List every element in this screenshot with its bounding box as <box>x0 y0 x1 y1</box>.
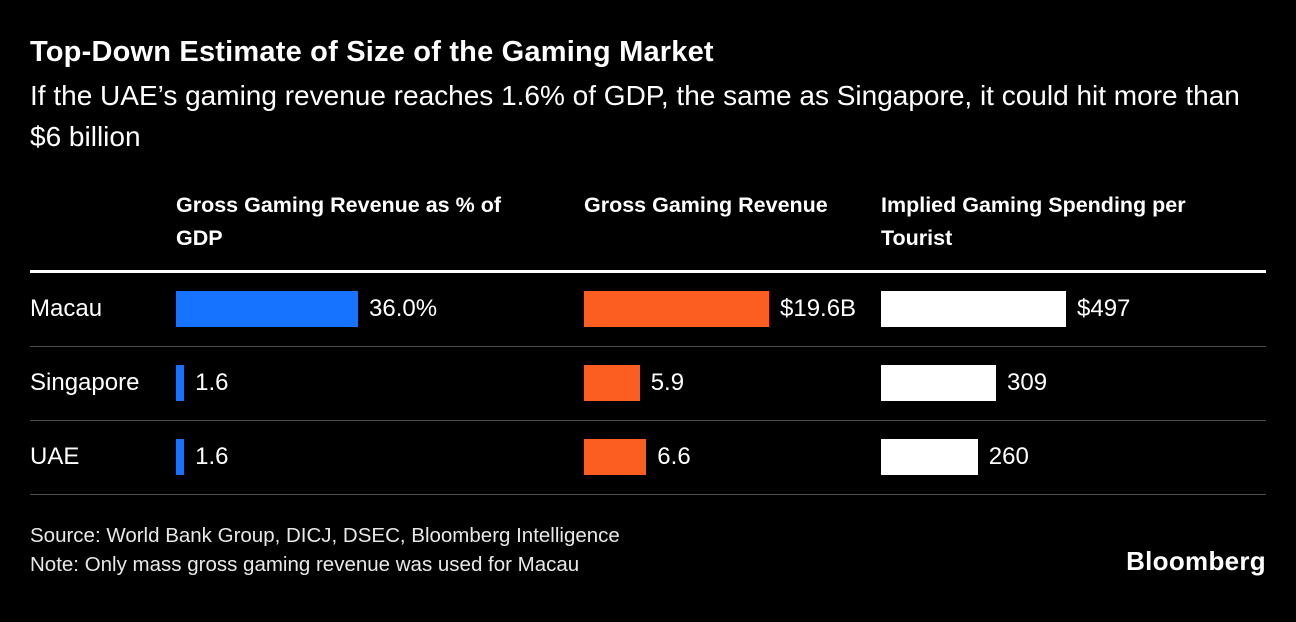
chart-title: Top-Down Estimate of Size of the Gaming … <box>30 36 714 68</box>
value-label: 309 <box>1007 369 1048 397</box>
value-label: 260 <box>988 443 1029 471</box>
column-header-row: Gross Gaming Revenue as % of GDP Gross G… <box>30 189 1266 269</box>
bar <box>176 291 358 328</box>
column-header-gdp-share: Gross Gaming Revenue as % of GDP <box>176 193 501 250</box>
bar <box>176 439 185 476</box>
value-label: 6.6 <box>657 443 691 471</box>
bar-cell: 1.6 <box>176 365 584 402</box>
column-header-revenue: Gross Gaming Revenue <box>584 193 828 218</box>
bar <box>584 439 647 476</box>
bar-cell: 5.9 <box>584 365 881 402</box>
bloomberg-logo: Bloomberg <box>1126 545 1266 576</box>
bar-cell: 309 <box>881 365 1266 402</box>
source-text: Source: World Bank Group, DICJ, DSEC, Bl… <box>30 523 620 547</box>
bar <box>881 365 996 402</box>
chart-container: Top-Down Estimate of Size of the Gaming … <box>30 36 1266 579</box>
value-label: 5.9 <box>650 369 685 397</box>
bar-cell: 36.0% <box>176 291 584 328</box>
row-label: UAE <box>30 443 80 471</box>
bar-cell: 260 <box>881 439 1266 476</box>
source-note-block: Source: World Bank Group, DICJ, DSEC, Bl… <box>30 521 620 579</box>
chart-footer: Source: World Bank Group, DICJ, DSEC, Bl… <box>30 521 1266 579</box>
column-header-spending-per-tourist: Implied Gaming Spending per Tourist <box>881 193 1186 250</box>
chart-subtitle: If the UAE’s gaming revenue reaches 1.6%… <box>30 80 1240 152</box>
bar-cell: 6.6 <box>584 439 881 476</box>
bar <box>881 291 1066 328</box>
chart-rows: Macau 36.0% $19.6B $497 Singapore 1.6 5.9 309 UA… <box>30 273 1266 495</box>
row-label: Singapore <box>30 369 140 397</box>
bar-cell: $19.6B <box>584 291 881 328</box>
header-divider <box>30 269 1266 273</box>
table-row: Macau 36.0% $19.6B $497 <box>30 273 1266 347</box>
table-row: Singapore 1.6 5.9 309 <box>30 347 1266 421</box>
bar-cell: $497 <box>881 291 1266 328</box>
bar <box>881 439 978 476</box>
bar <box>176 365 185 402</box>
note-text: Note: Only mass gross gaming revenue was… <box>30 552 580 576</box>
value-label: 1.6 <box>195 443 229 471</box>
table-row: UAE 1.6 6.6 260 <box>30 421 1266 495</box>
value-label: $19.6B <box>780 295 857 323</box>
value-label: $497 <box>1077 295 1131 323</box>
value-label: 36.0% <box>369 295 438 323</box>
bar <box>584 291 769 328</box>
bar <box>584 365 640 402</box>
chart-table: Gross Gaming Revenue as % of GDP Gross G… <box>30 189 1266 495</box>
value-label: 1.6 <box>195 369 229 397</box>
row-label: Macau <box>30 295 103 323</box>
bar-cell: 1.6 <box>176 439 584 476</box>
